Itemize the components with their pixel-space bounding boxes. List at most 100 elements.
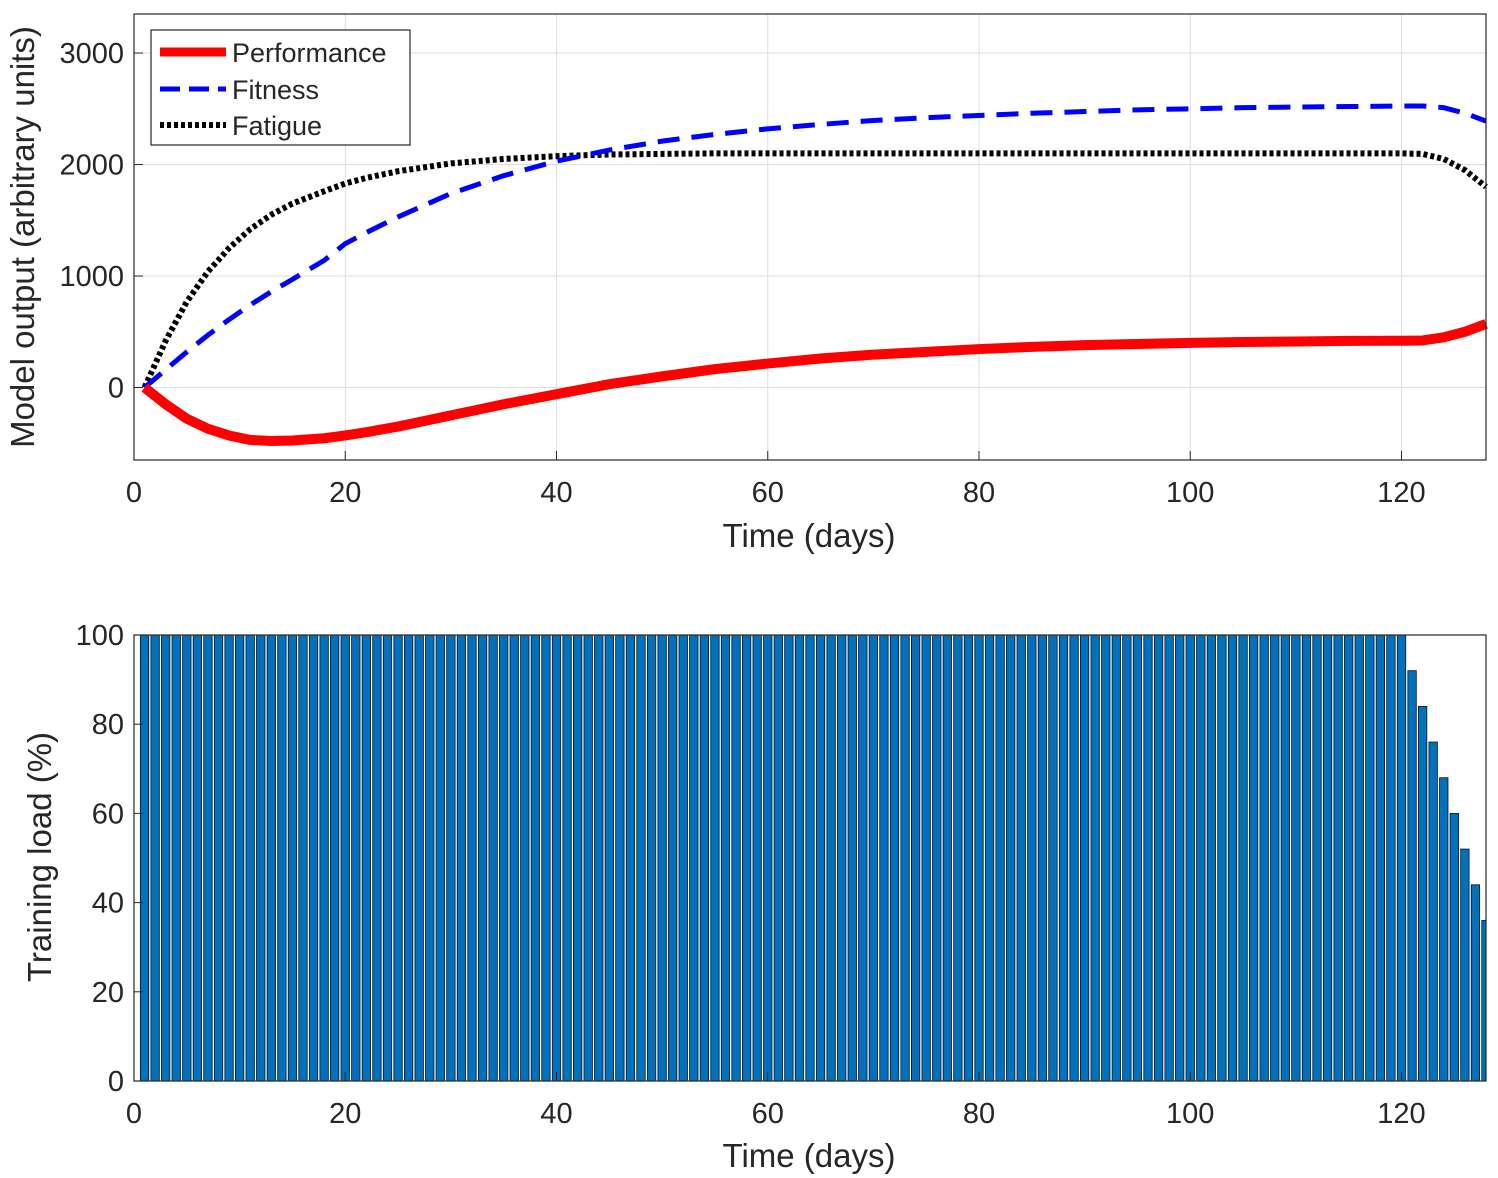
bar [298,634,308,1082]
bar [815,634,826,1082]
bar [625,634,636,1082]
bar [1280,634,1290,1082]
x-tick-label: 80 [963,477,995,509]
bar [287,634,298,1082]
bar [573,634,583,1082]
x-tick-label: 60 [752,1098,784,1130]
bar [710,634,720,1082]
bar [1344,634,1354,1082]
bar [604,634,614,1082]
bar [720,634,731,1082]
bar [488,634,498,1082]
bar [139,634,150,1082]
x-tick-label: 20 [329,1098,361,1130]
ticks-2: 0 20 40 60 80 100 120 0 20 40 60 80 100 [76,620,1426,1130]
x-tick-label: 20 [329,477,361,509]
y-tick-label: 40 [92,888,124,920]
y-axis-label-2: Training load (%) [21,732,58,982]
y-tick-label: 60 [92,798,124,830]
bar [1407,670,1417,1082]
bar [509,634,519,1082]
bar [963,634,974,1082]
legend-label-performance: Performance [232,38,387,68]
bar [1259,634,1269,1082]
bar [678,634,688,1082]
bar [1270,634,1280,1082]
load-bars [139,634,1487,1082]
bar [361,634,371,1082]
bar [266,634,276,1082]
bar [1396,634,1407,1082]
bar [932,634,942,1082]
bar [615,634,625,1082]
bar [562,634,572,1082]
bar [161,634,171,1082]
bar [150,634,160,1082]
bar [858,634,868,1082]
bar [382,634,393,1082]
bar [1428,741,1438,1082]
y-tick-label: 1000 [59,261,124,293]
bar [330,634,340,1082]
bar [319,634,329,1082]
bar [1090,634,1100,1082]
bar [826,634,836,1082]
bar [657,634,667,1082]
bar [393,634,403,1082]
bar [1217,634,1227,1082]
bar [256,634,266,1082]
bar [911,634,921,1082]
bar [1037,634,1048,1082]
bar [203,634,213,1082]
bar [763,634,773,1082]
bar [847,634,857,1082]
bar [1481,920,1487,1082]
bar [530,634,541,1082]
bar [1354,634,1364,1082]
bar [636,634,646,1082]
bar [1027,634,1037,1082]
bar [171,634,181,1082]
bar [403,634,414,1082]
y-tick-label: 20 [92,977,124,1009]
bar [551,634,562,1082]
series-line-performance [141,319,1488,447]
bar [1460,848,1470,1082]
bar [446,634,456,1082]
bar [752,634,762,1082]
bar [689,634,699,1082]
x-tick-label: 80 [963,1098,995,1130]
series-line-fatigue [141,150,1488,389]
bar [277,634,287,1082]
bar [1016,634,1026,1082]
bar [794,634,805,1082]
bar [1375,634,1386,1082]
grid-1 [134,14,1486,460]
bar [1206,634,1217,1082]
axes-box-1 [133,13,1487,461]
bar [245,634,255,1082]
x-axis-label-2: Time (days) [723,1137,896,1174]
x-tick-label: 40 [540,477,572,509]
bar [520,634,530,1082]
bar [425,634,435,1082]
bar [1249,634,1259,1082]
ticks-1: 0 20 40 60 80 100 120 0 1000 2000 3000 [59,38,1425,509]
bar [984,634,995,1082]
bar [1058,634,1069,1082]
bar [1312,634,1322,1082]
bar [477,634,488,1082]
legend-label-fatigue: Fatigue [232,111,322,141]
bar [541,634,551,1082]
bar [995,634,1005,1082]
bar [1101,634,1111,1082]
bar [456,634,467,1082]
y-tick-label: 2000 [59,150,124,182]
bar [1006,634,1016,1082]
bar [340,634,350,1082]
model-output-panel: 0 20 40 60 80 100 120 0 1000 2000 3000 Time (days)… [4,13,1488,554]
bar [1386,634,1396,1082]
bar [467,634,477,1082]
x-tick-label: 60 [752,477,784,509]
x-tick-label: 120 [1377,477,1425,509]
